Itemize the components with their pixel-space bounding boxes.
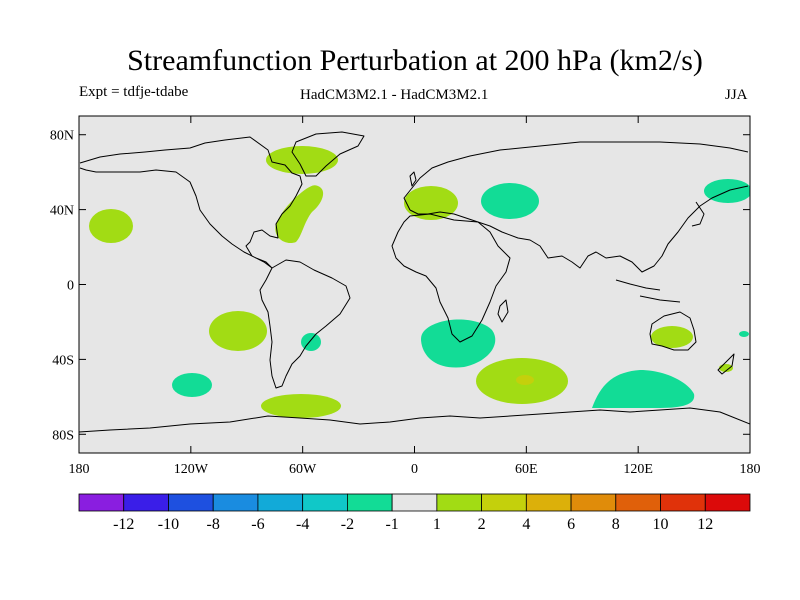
anomaly-central-asia-negative: [481, 183, 539, 219]
colorbar-label: 4: [522, 516, 530, 533]
colorbar-box: [615, 493, 661, 512]
experiment-label: Expt = tdfje-tdabe: [79, 84, 189, 100]
anomaly-indian-ocean-core: [516, 375, 534, 385]
x-tick-label: 120W: [174, 462, 209, 477]
colorbar-box: [391, 493, 438, 512]
coast-africa: [391, 213, 511, 343]
anomaly-north-america-positive: [275, 185, 324, 244]
y-tick-label: 40N: [50, 204, 74, 219]
model-label: HadCM3M2.1 - HadCM3M2.1: [300, 87, 489, 103]
anomaly-south-pacific-negative: [172, 373, 212, 397]
colorbar-label: 6: [567, 516, 575, 533]
colorbar-label: -4: [296, 516, 309, 533]
colorbar-label: -2: [341, 516, 354, 533]
coast-north-america: [79, 136, 303, 269]
anomaly-south-america-negative: [301, 333, 321, 351]
colorbar-box: [481, 493, 527, 512]
colorbar-label: -6: [251, 516, 264, 533]
colorbar-box: [123, 493, 169, 512]
plot-title: Streamfunction Perturbation at 200 hPa (…: [127, 44, 703, 77]
x-tick-label: 60E: [515, 462, 538, 477]
colorbar-label: 8: [612, 516, 620, 533]
anomaly-north-pacific-positive: [89, 209, 133, 243]
coast-south-america: [259, 259, 351, 389]
anomaly-dateline-negative: [739, 331, 749, 337]
colorbar-box: [212, 493, 259, 512]
axis-ticks: 80N 40N 0 40S 80S 180 120W 60W 0 60E 120E 180: [50, 116, 761, 477]
colorbar-label: -8: [207, 516, 220, 533]
anomaly-greenland-positive: [266, 146, 338, 174]
y-tick-label: 80S: [52, 428, 74, 443]
coast-japan: [691, 201, 705, 227]
y-tick-label: 40S: [52, 353, 74, 368]
coast-eurasia: [403, 141, 749, 273]
coast-new-zealand: [717, 353, 735, 375]
anomaly-europe-positive: [404, 186, 458, 220]
colorbar-box: [257, 493, 304, 512]
colorbar-box: [78, 493, 125, 512]
anomaly-south-pacific-positive: [209, 311, 267, 351]
anomaly-drake-passage-positive: [261, 394, 341, 418]
coast-indonesia: [615, 279, 681, 303]
colorbar: -12 -10 -8 -6 -4 -2 -1 1 2 4 6 8 10 12: [78, 493, 751, 533]
coast-australia: [649, 311, 697, 351]
colorbar-label: 10: [653, 516, 669, 533]
x-tick-label: 180: [740, 462, 761, 477]
colorbar-box: [570, 493, 617, 512]
x-tick-label: 0: [411, 462, 418, 477]
colorbar-label: -10: [158, 516, 179, 533]
x-tick-label: 180: [69, 462, 90, 477]
colorbar-box: [436, 493, 483, 512]
colorbar-box: [660, 493, 706, 512]
colorbar-label: 1: [433, 516, 441, 533]
colorbar-box: [168, 493, 214, 512]
colorbar-box: [346, 493, 393, 512]
anomaly-australia-positive: [651, 326, 693, 348]
coast-uk: [409, 171, 417, 187]
colorbar-label: 12: [697, 516, 713, 533]
coast-madagascar: [497, 299, 509, 323]
coast-greenland: [291, 131, 365, 177]
x-tick-label: 120E: [623, 462, 653, 477]
colorbar-box: [704, 493, 751, 512]
coastlines: [79, 131, 750, 433]
x-tick-label: 60W: [289, 462, 317, 477]
colorbar-label: -12: [113, 516, 134, 533]
anomaly-southern-africa-negative: [421, 319, 496, 368]
season-label: JJA: [725, 87, 748, 103]
colorbar-box: [302, 493, 348, 512]
anomaly-shading: [89, 146, 750, 418]
y-tick-label: 80N: [50, 129, 74, 144]
colorbar-label: 2: [478, 516, 486, 533]
anomaly-southern-ocean-negative: [592, 370, 695, 408]
colorbar-label: -1: [385, 516, 398, 533]
y-tick-label: 0: [67, 279, 74, 294]
coast-antarctica: [79, 407, 750, 433]
colorbar-box: [525, 493, 572, 512]
